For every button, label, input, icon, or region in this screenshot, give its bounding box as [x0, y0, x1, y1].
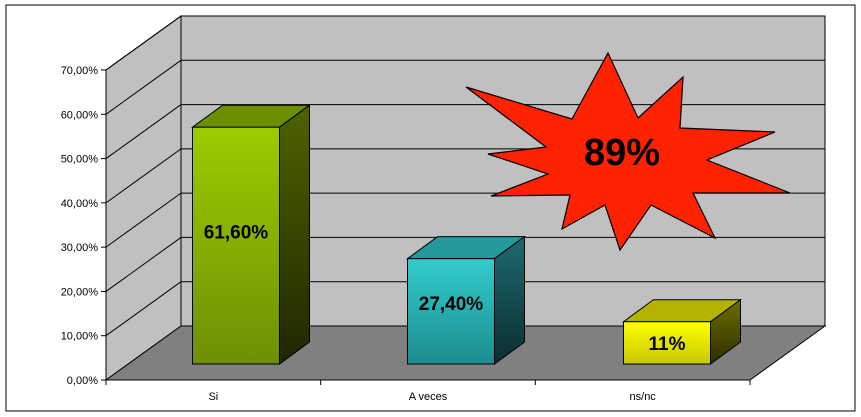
y-tick-label: 0,00% [67, 375, 98, 387]
bar-1 [190, 104, 312, 365]
gridline-side [105, 15, 182, 71]
y-tick-label: 30,00% [61, 242, 99, 254]
gridline-side [105, 59, 182, 115]
y-tick-label: 20,00% [61, 286, 99, 298]
gridline-side [105, 104, 182, 159]
explosion-callout: 89% [465, 51, 791, 252]
data-label: 11% [649, 334, 686, 355]
bars [190, 104, 743, 365]
bar-front [192, 126, 280, 365]
bar-2 [405, 235, 527, 365]
gridline-side [105, 192, 182, 248]
bar-side [494, 235, 525, 365]
x-tick-label: Si [208, 391, 218, 403]
y-tick-label: 60,00% [61, 109, 99, 121]
data-label: 27,40% [419, 294, 484, 315]
y-tick-label: 40,00% [61, 198, 99, 210]
data-label: 61,60% [204, 222, 269, 243]
y-axis: 0,00% 10,00% 20,00% 30,00% 40,00% 50,00% 60,00… [61, 65, 107, 387]
x-tick-label: ns/nc [630, 391, 657, 403]
gridline-side [105, 281, 182, 337]
data-labels: 61,60% 27,40% 11% [204, 222, 686, 354]
y-tick-label: 10,00% [61, 331, 99, 343]
x-axis: Si A veces ns/nc [105, 379, 751, 403]
y-tick-label: 70,00% [61, 65, 99, 77]
bar-front [623, 321, 711, 365]
x-tick-label: A veces [409, 391, 448, 403]
explosion-shape [465, 51, 791, 252]
bar-side [279, 104, 310, 365]
y-tick-label: 50,00% [61, 154, 99, 166]
gridline-side [105, 237, 182, 292]
bar-3 [621, 298, 743, 365]
explosion-text: 89% [584, 132, 660, 174]
gridline-side [105, 148, 182, 204]
side-wall [105, 15, 182, 381]
bar-front [407, 258, 495, 365]
